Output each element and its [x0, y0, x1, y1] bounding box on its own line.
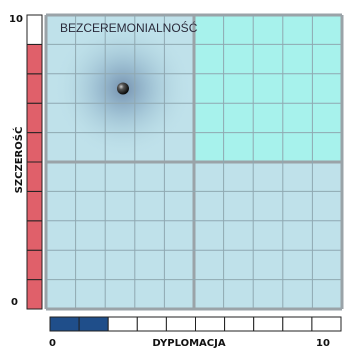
y-axis-label: SZCZEROŚĆ: [12, 127, 25, 194]
y-scale-cell: [26, 14, 43, 45]
x-scale-cell: [253, 316, 284, 332]
grid: [44, 13, 344, 311]
y-scale-cell: [26, 190, 43, 222]
x-scale-cell: [78, 316, 109, 332]
y-scale-cell: [26, 220, 43, 251]
y-scale-cell: [26, 43, 43, 75]
data-point: [116, 82, 129, 95]
x-tick-max: 10: [316, 338, 330, 349]
y-tick-min: 0: [11, 297, 18, 308]
x-scale-cell: [195, 316, 226, 332]
y-tick-max: 10: [9, 14, 23, 25]
y-scale-cell: [26, 132, 43, 163]
quadrant-label-group: BEZCEREMONIALNOŚĆ: [60, 20, 198, 35]
y-scale-cell: [26, 73, 43, 104]
x-scale-cell: [311, 316, 342, 332]
x-tick-min: 0: [49, 338, 56, 349]
y-scale-cell: [26, 161, 43, 192]
x-scale-cell: [282, 316, 313, 332]
y-scale-cell: [26, 102, 43, 134]
quadrant-top-right: [194, 15, 342, 162]
x-scale-cell: [136, 316, 167, 332]
points: [116, 82, 129, 95]
x-axis-label: DYPLOMACJA: [152, 338, 225, 349]
x-scale-cell: [49, 316, 80, 332]
x-scale-cell: [224, 316, 255, 332]
y-scale-bar: [26, 14, 43, 310]
x-scale-cell: [107, 316, 138, 332]
y-scale-cell: [26, 249, 43, 281]
x-scale-bar: [49, 316, 342, 332]
y-scale-cell: [26, 279, 43, 310]
quadrant-label: BEZCEREMONIALNOŚĆ: [60, 20, 198, 35]
x-scale-cell: [165, 316, 196, 332]
